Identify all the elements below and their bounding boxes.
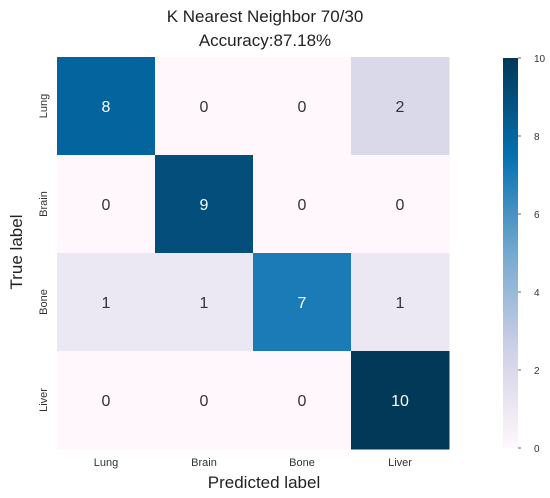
cell-value-label: 0 xyxy=(396,197,405,214)
chart-title: K Nearest Neighbor 70/30 xyxy=(167,7,364,26)
cell-value-label: 1 xyxy=(396,295,405,312)
x-tick-label: Bone xyxy=(289,457,315,469)
heatmap-cell-3-1 xyxy=(155,351,254,450)
heatmap-grid: 8 0 0 20 9 0 01 1 7 10 0 0 10 xyxy=(57,57,450,450)
y-tick-label: Brain xyxy=(38,191,50,217)
x-axis-label: Predicted label xyxy=(208,473,320,492)
heatmap-cell-3-3 xyxy=(351,351,450,450)
heatmap-cell-2-3 xyxy=(351,253,450,352)
y-tick-labels: Lung Brain Bone Liver xyxy=(38,94,50,412)
y-tick-label: Liver xyxy=(38,388,50,412)
heatmap-cell-1-3 xyxy=(351,155,450,254)
cell-value-label: 1 xyxy=(102,295,111,312)
cell-value-label: 0 xyxy=(200,393,209,410)
colorbar-tick-label: 2 xyxy=(534,366,540,377)
cell-value-label: 9 xyxy=(200,197,209,214)
chart-subtitle: Accuracy:87.18% xyxy=(199,31,331,50)
heatmap-cell-0-2 xyxy=(253,57,352,156)
heatmap-cell-1-0 xyxy=(57,155,156,254)
cell-value-label: 0 xyxy=(298,393,307,410)
cell-value-label: 2 xyxy=(396,99,405,116)
heatmap-cell-3-2 xyxy=(253,351,352,450)
cell-value-label: 10 xyxy=(391,393,409,410)
cell-value-label: 0 xyxy=(102,393,111,410)
cell-value-label: 0 xyxy=(298,197,307,214)
x-tick-label: Brain xyxy=(191,457,217,469)
cell-value-label: 0 xyxy=(102,197,111,214)
y-tick-label: Bone xyxy=(38,289,50,315)
cell-value-label: 7 xyxy=(298,295,307,312)
heatmap-cell-1-2 xyxy=(253,155,352,254)
colorbar-tick-label: 10 xyxy=(534,54,546,65)
x-tick-labels: Lung Brain Bone Liver xyxy=(94,457,412,469)
heatmap-cell-2-2 xyxy=(253,253,352,352)
colorbar-tick-label: 0 xyxy=(534,444,540,455)
cell-value-label: 0 xyxy=(298,99,307,116)
x-tick-label: Liver xyxy=(388,457,412,469)
cell-value-label: 8 xyxy=(102,99,111,116)
colorbar-tick-label: 4 xyxy=(534,288,540,299)
heatmap-cell-0-3 xyxy=(351,57,450,156)
heatmap-cell-1-1 xyxy=(155,155,254,254)
heatmap-cell-3-0 xyxy=(57,351,156,450)
y-axis-label: True label xyxy=(7,215,26,290)
heatmap-cell-0-0 xyxy=(57,57,156,156)
cell-value-label: 0 xyxy=(200,99,209,116)
colorbar-tick-label: 6 xyxy=(534,210,540,221)
heatmap-cell-2-1 xyxy=(155,253,254,352)
x-tick-label: Lung xyxy=(94,457,118,469)
colorbar-tick-labels: 0 2 4 6 8 10 xyxy=(518,54,546,455)
colorbar-tick-label: 8 xyxy=(534,132,540,143)
heatmap-cell-2-0 xyxy=(57,253,156,352)
colorbar xyxy=(503,58,518,448)
y-tick-label: Lung xyxy=(38,94,50,118)
cell-value-label: 1 xyxy=(200,295,209,312)
heatmap-cell-0-1 xyxy=(155,57,254,156)
